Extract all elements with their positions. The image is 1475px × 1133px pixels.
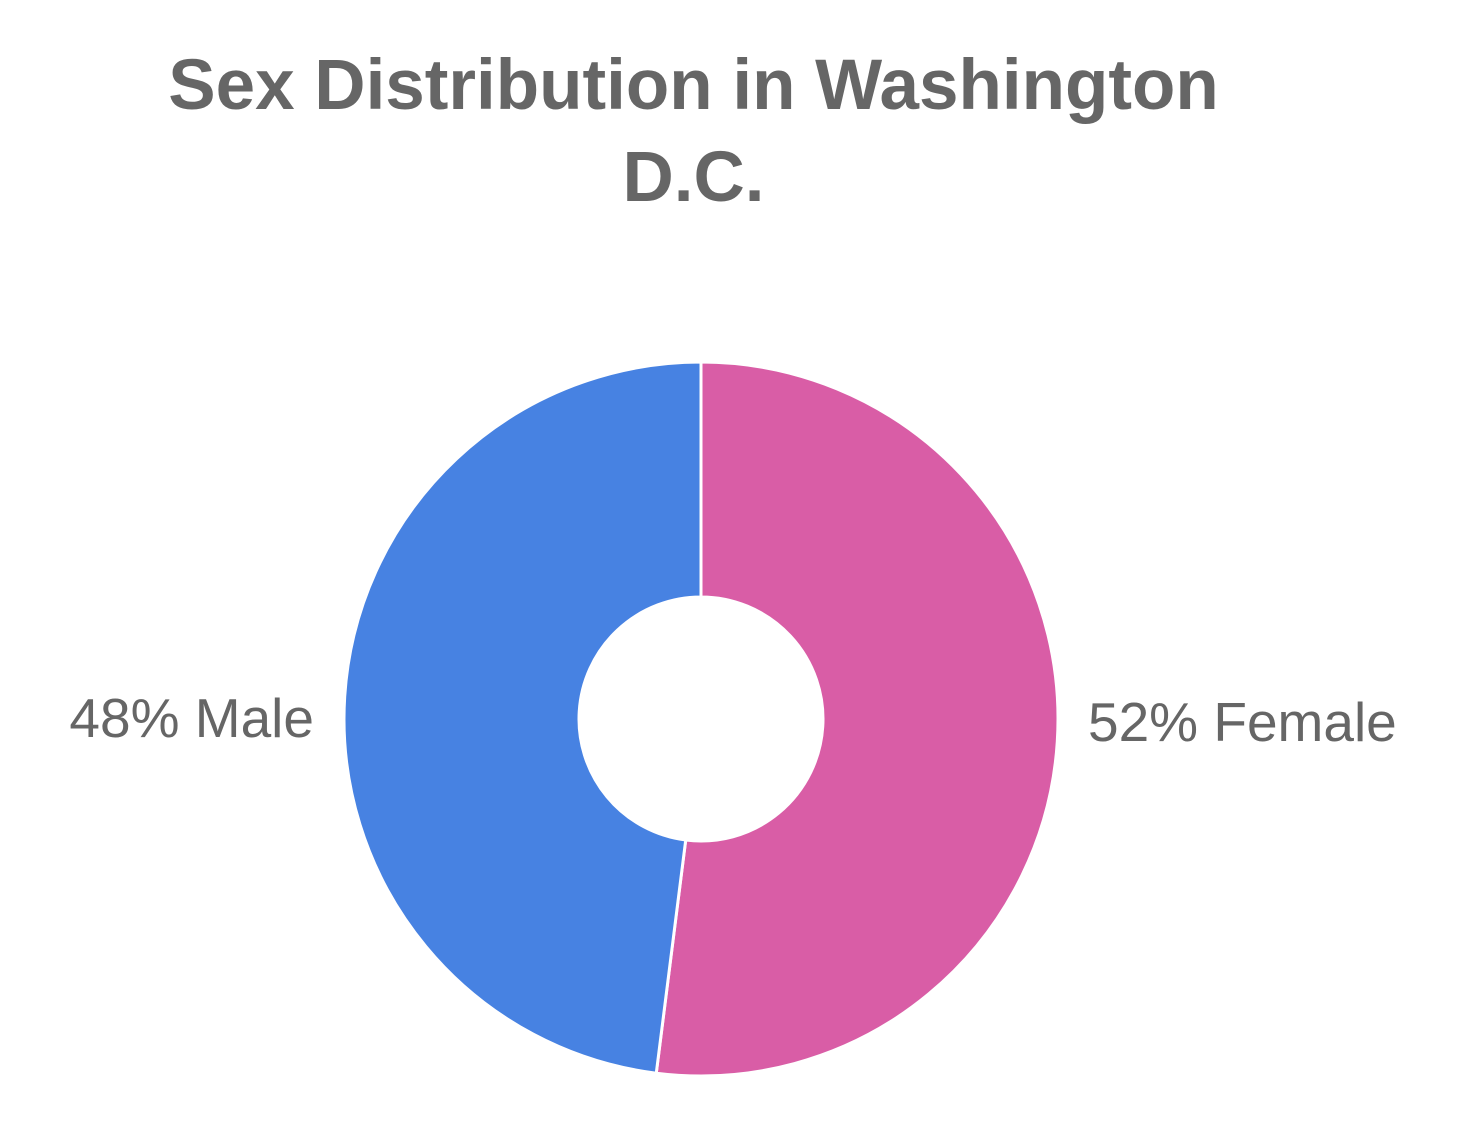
slice-label-female: 52% Female [1088, 691, 1397, 753]
chart-title-line-1: Sex Distribution in Washington [168, 46, 1219, 125]
chart-title-line-2: D.C. [622, 138, 765, 217]
chart-title: Sex Distribution in Washington D.C. [0, 40, 1387, 224]
donut-slices [342, 360, 1060, 1078]
slice-male [342, 360, 703, 1075]
slice-female [654, 360, 1060, 1078]
slice-label-male: 48% Male [69, 687, 314, 749]
